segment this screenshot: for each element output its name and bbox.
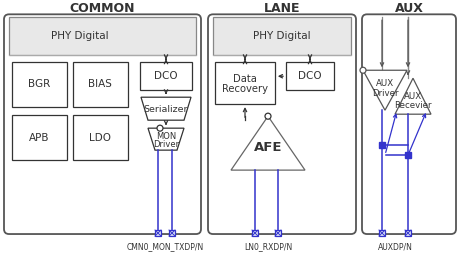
- Polygon shape: [141, 97, 190, 120]
- Bar: [73, 62, 128, 107]
- FancyBboxPatch shape: [4, 14, 201, 234]
- Text: COMMON: COMMON: [69, 2, 134, 15]
- Text: PHY Digital: PHY Digital: [51, 31, 109, 41]
- Bar: [155, 230, 161, 236]
- Bar: [12, 62, 67, 107]
- Polygon shape: [362, 70, 406, 110]
- Text: Recovery: Recovery: [222, 84, 268, 94]
- Polygon shape: [148, 128, 184, 150]
- Bar: [140, 62, 191, 90]
- Text: MON: MON: [156, 132, 176, 141]
- Bar: [213, 17, 350, 55]
- Bar: [168, 230, 174, 236]
- Text: AUX: AUX: [394, 2, 423, 15]
- Circle shape: [157, 125, 162, 131]
- FancyBboxPatch shape: [361, 14, 455, 234]
- Bar: [9, 17, 196, 55]
- Text: Serializer: Serializer: [143, 105, 188, 114]
- Text: Driver: Driver: [371, 89, 397, 98]
- Text: Recevier: Recevier: [393, 101, 431, 110]
- Bar: [73, 115, 128, 160]
- Text: Data: Data: [233, 74, 257, 84]
- Bar: [404, 230, 410, 236]
- Text: AUXDP/N: AUXDP/N: [377, 243, 412, 252]
- Bar: [378, 230, 384, 236]
- Text: PHY Digital: PHY Digital: [252, 31, 310, 41]
- Circle shape: [264, 113, 270, 119]
- Text: AUX: AUX: [375, 79, 393, 88]
- Text: AFE: AFE: [253, 141, 282, 154]
- Bar: [214, 62, 274, 104]
- Text: BIAS: BIAS: [88, 79, 112, 89]
- Text: LDO: LDO: [89, 133, 111, 143]
- Polygon shape: [394, 78, 430, 114]
- Text: BGR: BGR: [28, 79, 50, 89]
- FancyBboxPatch shape: [207, 14, 355, 234]
- Text: AUX: AUX: [403, 92, 421, 101]
- Text: DCO: DCO: [154, 71, 178, 81]
- Text: DCO: DCO: [297, 71, 321, 81]
- Bar: [252, 230, 257, 236]
- Polygon shape: [230, 116, 304, 170]
- Text: LANE: LANE: [263, 2, 300, 15]
- Bar: [285, 62, 333, 90]
- Circle shape: [359, 67, 365, 73]
- Bar: [274, 230, 280, 236]
- Bar: [12, 115, 67, 160]
- Text: Driver: Driver: [152, 140, 179, 149]
- Text: LN0_RXDP/N: LN0_RXDP/N: [243, 243, 291, 252]
- Text: APB: APB: [28, 133, 49, 143]
- Text: CMN0_MON_TXDP/N: CMN0_MON_TXDP/N: [126, 243, 203, 252]
